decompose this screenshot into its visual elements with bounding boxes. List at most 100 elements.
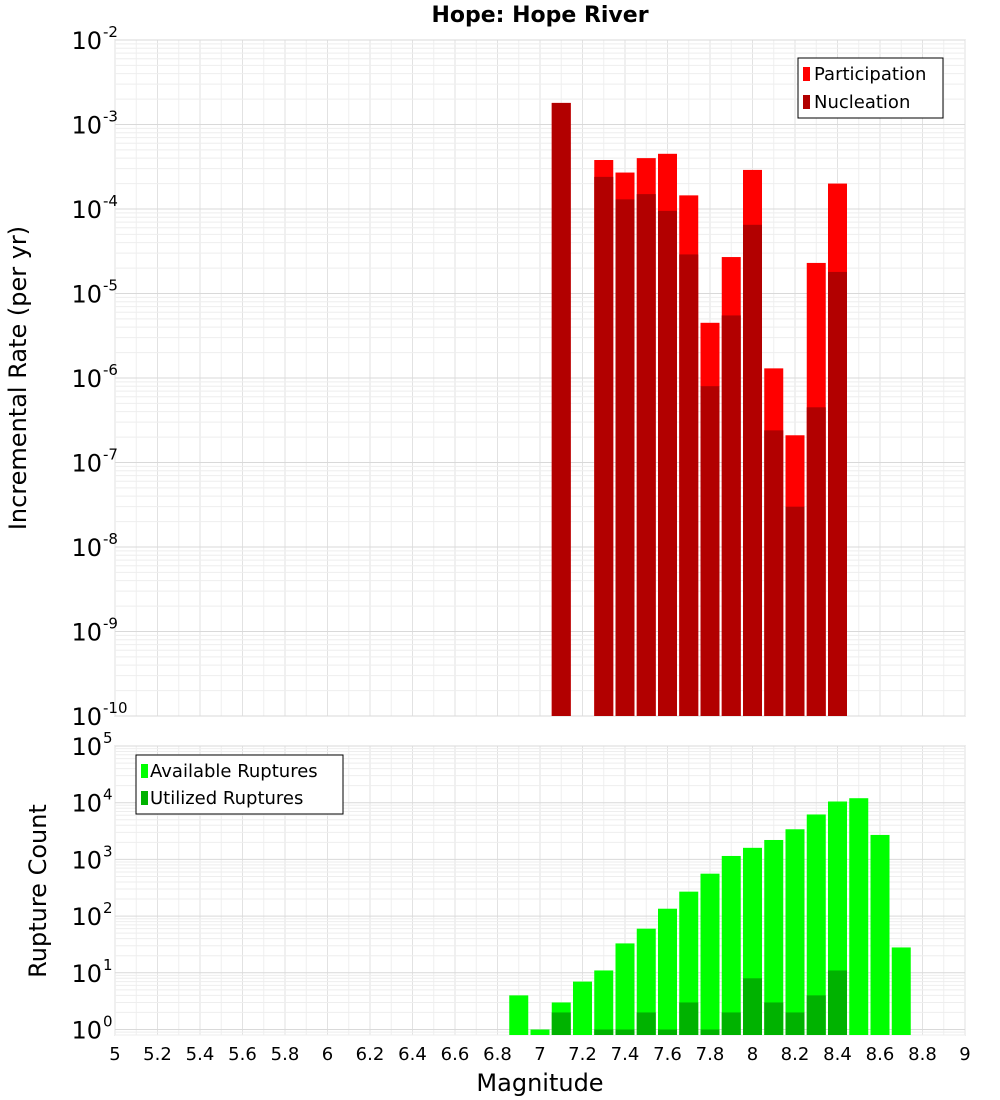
top-y-tick-exponent: -5 <box>103 277 118 295</box>
top-y-tick-label: 10 <box>71 27 102 55</box>
rate-bar-b <box>658 210 677 716</box>
legend-label-nucleation: Nucleation <box>814 92 910 113</box>
legend-swatch-participation <box>803 67 810 81</box>
bottom-y-tick-exponent: 4 <box>103 786 113 804</box>
bottom-y-tick-label: 10 <box>71 846 102 874</box>
bottom-y-tick-exponent: 1 <box>103 956 113 974</box>
rate-bar-b <box>785 506 805 716</box>
count-bar-a <box>594 970 614 1035</box>
legend-label-participation: Participation <box>814 64 926 85</box>
count-bar-a <box>658 908 677 1035</box>
x-tick-label: 6.8 <box>483 1044 512 1065</box>
top-y-tick-label: 10 <box>71 281 102 309</box>
x-tick-label: 5.8 <box>271 1044 300 1065</box>
bottom-y-tick-exponent: 2 <box>103 899 113 917</box>
count-bar-b <box>594 1029 614 1035</box>
count-bar-a <box>849 798 869 1035</box>
x-tick-label: 8.6 <box>866 1044 895 1065</box>
count-bar-a <box>573 981 592 1035</box>
count-bar-b <box>679 1002 699 1035</box>
x-tick-label: 7.4 <box>611 1044 640 1065</box>
x-tick-label: 8.8 <box>908 1044 937 1065</box>
x-tick-label: 9 <box>959 1044 970 1065</box>
top-legend: Participation Nucleation <box>797 57 944 119</box>
rate-bar-b <box>806 407 826 716</box>
top-y-tick-exponent: -2 <box>103 23 118 41</box>
bottom-y-tick-exponent: 0 <box>103 1013 113 1031</box>
x-tick-label: 7.8 <box>696 1044 725 1065</box>
x-tick-label: 5 <box>109 1044 120 1065</box>
count-bar-a <box>891 947 911 1035</box>
legend-swatch-utilized <box>141 791 148 805</box>
x-tick-label: 6.6 <box>441 1044 470 1065</box>
bottom-y-tick-exponent: 5 <box>103 729 113 747</box>
x-tick-label: 7.6 <box>653 1044 682 1065</box>
top-y-tick-exponent: -9 <box>103 615 118 633</box>
bottom-y-tick-label: 10 <box>71 960 102 988</box>
x-tick-label: 6.2 <box>356 1044 385 1065</box>
count-bar-b <box>615 1029 635 1035</box>
count-bar-b <box>764 1002 784 1035</box>
legend-swatch-nucleation <box>803 95 810 109</box>
count-bar-a <box>806 814 826 1035</box>
x-tick-label: 6.4 <box>398 1044 427 1065</box>
count-bar-a <box>679 891 699 1035</box>
top-y-tick-exponent: -8 <box>103 530 118 548</box>
count-bar-a <box>764 839 784 1035</box>
x-tick-label: 5.6 <box>228 1044 257 1065</box>
bottom-plot-bars <box>509 798 911 1035</box>
x-axis-ticks: 5 5.2 5.4 5.6 5.8 6 6.2 6.4 6.6 6.8 7 7.2 7.4 7.6 7.8 8… <box>109 1044 970 1065</box>
bottom-y-tick-label: 10 <box>71 733 102 761</box>
rate-bar-b <box>551 102 571 717</box>
x-tick-label: 7 <box>534 1044 545 1065</box>
legend-label-available: Available Ruptures <box>150 761 318 782</box>
count-bar-b <box>828 970 847 1035</box>
x-tick-label: 8.2 <box>781 1044 810 1065</box>
legend-swatch-available <box>141 764 148 778</box>
rate-bar-b <box>636 194 656 716</box>
top-y-tick-label: 10 <box>71 703 102 731</box>
count-bar-b <box>636 1012 656 1035</box>
x-tick-label: 5.4 <box>186 1044 215 1065</box>
rate-bar-b <box>764 430 784 716</box>
top-plot-bars <box>551 102 847 717</box>
bottom-y-axis-label: Rupture Count <box>24 804 52 978</box>
count-bar-b <box>785 1012 805 1035</box>
rate-bar-b <box>828 271 847 716</box>
count-bar-a <box>700 873 720 1035</box>
x-tick-label: 8.4 <box>823 1044 852 1065</box>
count-bar-a <box>509 995 529 1035</box>
legend-label-utilized: Utilized Ruptures <box>150 788 303 809</box>
top-y-tick-exponent: -6 <box>103 361 118 379</box>
count-bar-b <box>700 1029 720 1035</box>
count-bar-a <box>721 855 741 1035</box>
top-y-tick-exponent: -10 <box>103 699 128 717</box>
count-bar-b <box>721 1012 741 1035</box>
top-y-tick-exponent: -3 <box>103 108 118 126</box>
rate-bar-b <box>679 254 699 716</box>
bottom-legend: Available Ruptures Utilized Ruptures <box>135 754 344 815</box>
rate-bar-b <box>743 224 762 716</box>
x-tick-label: 8 <box>747 1044 758 1065</box>
count-bar-b <box>806 995 826 1035</box>
bottom-y-tick-label: 10 <box>71 790 102 818</box>
count-bar-a <box>870 834 890 1035</box>
bottom-y-tick-label: 10 <box>71 903 102 931</box>
x-tick-label: 7.2 <box>568 1044 597 1065</box>
top-y-tick-label: 10 <box>71 619 102 647</box>
x-axis-label: Magnitude <box>476 1069 603 1097</box>
top-y-tick-label: 10 <box>71 450 102 478</box>
count-bar-b <box>551 1012 571 1035</box>
top-y-tick-label: 10 <box>71 112 102 140</box>
count-bar-a <box>785 829 805 1035</box>
x-tick-label: 5.2 <box>143 1044 172 1065</box>
rate-bar-b <box>721 315 741 716</box>
count-bar-a <box>636 928 656 1035</box>
top-y-tick-exponent: -4 <box>103 192 118 210</box>
bottom-y-tick-exponent: 3 <box>103 842 113 860</box>
